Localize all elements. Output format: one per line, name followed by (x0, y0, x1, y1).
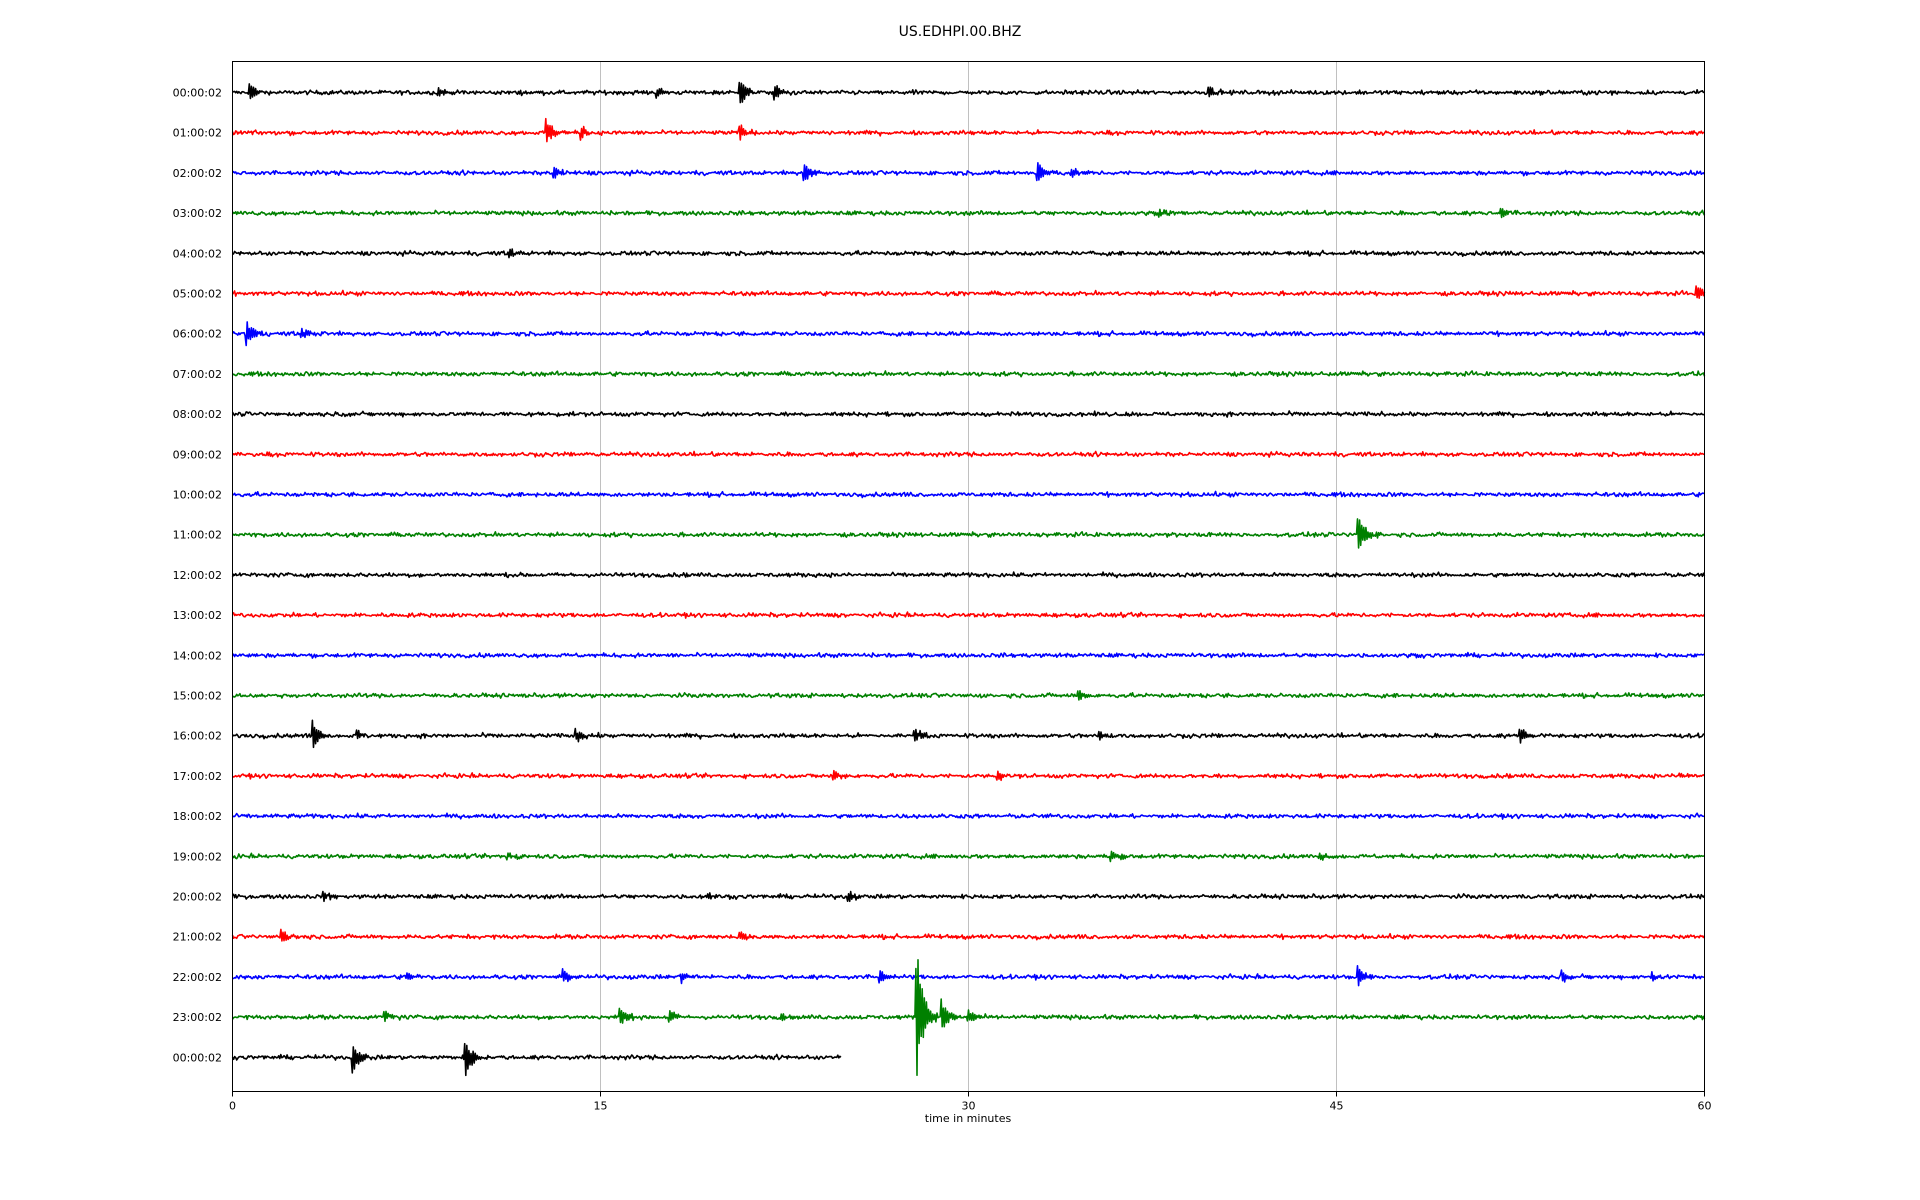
y-tick-label: 04:00:02 (173, 247, 222, 260)
y-tick-label: 01:00:02 (173, 127, 222, 140)
trace-line (231, 850, 1705, 863)
y-tick-label: 18:00:02 (173, 810, 222, 823)
y-tick-label: 00:00:02 (173, 87, 222, 100)
trace-line (231, 450, 1705, 458)
y-tick-label: 13:00:02 (173, 609, 222, 622)
x-tick-label: 15 (594, 1100, 608, 1113)
trace-line (231, 410, 1705, 419)
y-tick-label: 07:00:02 (173, 368, 222, 381)
y-tick-label: 09:00:02 (173, 448, 222, 461)
trace-line (231, 1042, 842, 1077)
trace-line (231, 959, 1706, 1076)
y-tick-label: 06:00:02 (173, 328, 222, 341)
trace-line (231, 518, 1706, 549)
vertical-grid (600, 61, 1337, 1092)
x-tick-label: 0 (229, 1100, 236, 1113)
y-tick-label: 22:00:02 (173, 971, 222, 984)
trace-line (231, 928, 1706, 942)
trace-line (232, 490, 1705, 499)
trace-line (232, 690, 1705, 701)
trace-line (232, 81, 1705, 104)
y-tick-label: 05:00:02 (173, 288, 222, 301)
y-tick-label: 14:00:02 (173, 649, 222, 662)
x-tick-labels: 0 15 30 45 60 (229, 1091, 1712, 1113)
y-tick-label: 20:00:02 (173, 891, 222, 904)
x-tick-label: 45 (1330, 1100, 1344, 1113)
trace-line (232, 370, 1706, 378)
trace-line (231, 207, 1706, 219)
y-tick-label: 08:00:02 (173, 408, 222, 421)
trace-line (231, 162, 1706, 182)
trace-line (231, 285, 1706, 299)
y-tick-label: 17:00:02 (173, 770, 222, 783)
trace-line (231, 651, 1705, 659)
y-tick-label: 19:00:02 (173, 850, 222, 863)
y-tick-label: 00:00:02 (173, 1051, 222, 1064)
y-tick-label: 16:00:02 (173, 730, 222, 743)
trace-line (232, 965, 1705, 987)
x-axis-label: time in minutes (925, 1112, 1012, 1125)
y-tick-label: 12:00:02 (173, 569, 222, 582)
trace-line (231, 719, 1705, 749)
trace-line (231, 117, 1705, 143)
y-tick-labels: 00:00:02 01:00:02 02:00:02 03:00:02 04:00:02… (173, 87, 222, 1065)
trace-line (231, 890, 1706, 903)
y-tick-label: 10:00:02 (173, 489, 222, 502)
x-tick-label: 30 (962, 1100, 976, 1113)
chart-title: US.EDHPI.00.BHZ (899, 24, 1022, 40)
y-tick-label: 02:00:02 (173, 167, 222, 180)
trace-line (231, 571, 1706, 579)
plot-area (231, 81, 1706, 1077)
trace-line (232, 812, 1705, 820)
trace-line (231, 321, 1706, 347)
trace-line (231, 611, 1706, 619)
trace-line (232, 769, 1706, 782)
y-tick-label: 15:00:02 (173, 690, 222, 703)
trace-line (232, 248, 1706, 259)
x-tick-label: 60 (1698, 1100, 1712, 1113)
y-tick-label: 23:00:02 (173, 1011, 222, 1024)
y-tick-label: 03:00:02 (173, 207, 222, 220)
y-tick-label: 11:00:02 (173, 529, 222, 542)
y-tick-label: 21:00:02 (173, 931, 222, 944)
